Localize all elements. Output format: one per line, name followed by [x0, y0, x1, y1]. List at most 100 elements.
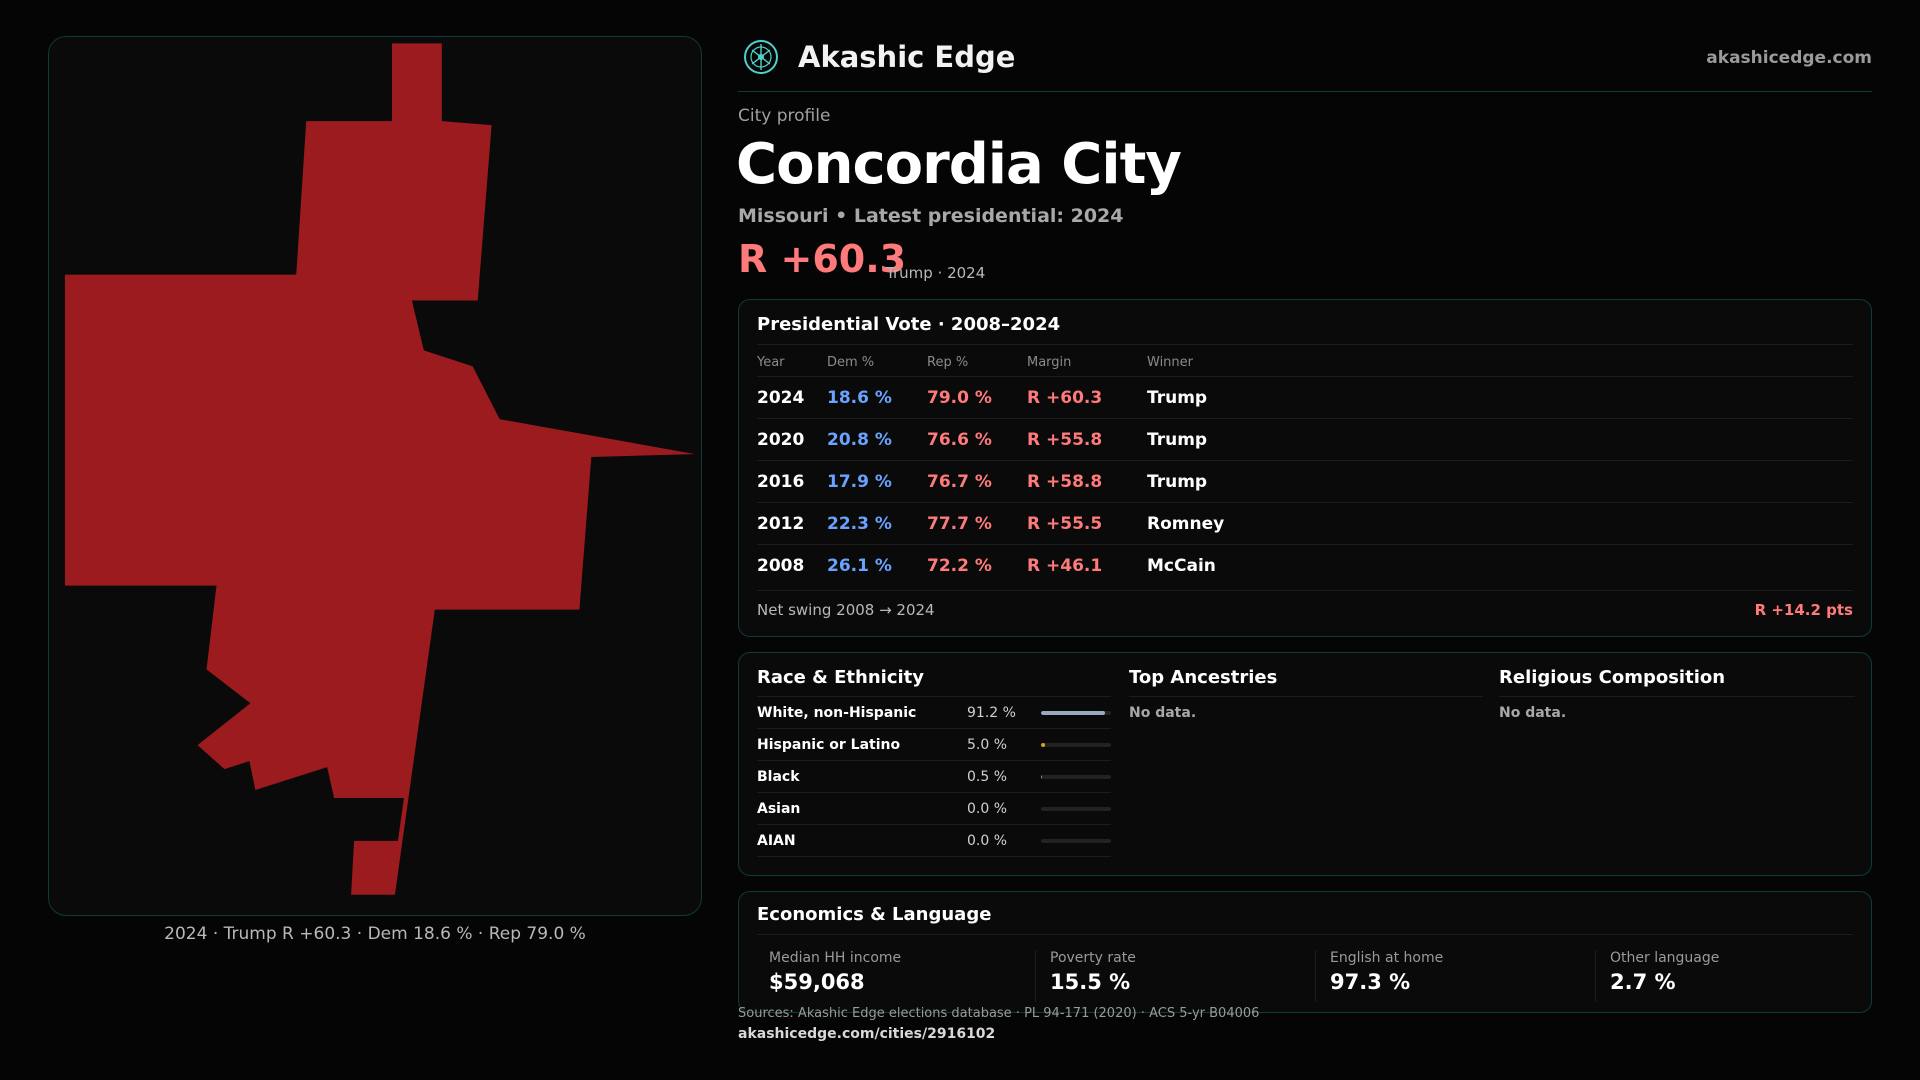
column-header: Winner	[1147, 355, 1194, 370]
winner-cell: McCain	[1147, 556, 1216, 576]
table-row: 2012 22.3 % 77.7 % R +55.5 Romney	[757, 502, 1853, 544]
race-row: Black 0.5 %	[757, 761, 1111, 793]
dem-cell: 18.6 %	[827, 388, 892, 408]
site-header: Akashic Edge akashicedge.com	[738, 36, 1872, 92]
stat-other-language: Other language 2.7 %	[1595, 950, 1855, 1002]
vote-table: Year Dem % Rep % Margin Winner 2024 18.6…	[757, 344, 1853, 586]
margin-cell: R +58.8	[1027, 472, 1103, 492]
rep-cell: 72.2 %	[927, 556, 992, 576]
no-data-text: No data.	[1129, 705, 1197, 721]
race-bar-track	[1041, 839, 1111, 843]
margin-cell: R +55.8	[1027, 430, 1103, 450]
akashic-edge-logo-icon[interactable]	[742, 38, 780, 76]
margin-cell: R +60.3	[1027, 388, 1103, 408]
margin-cell: R +55.5	[1027, 514, 1103, 534]
dem-cell: 22.3 %	[827, 514, 892, 534]
race-row: Asian 0.0 %	[757, 793, 1111, 825]
card-title: Presidential Vote · 2008–2024	[757, 314, 1061, 335]
divider	[757, 934, 1853, 935]
race-value: 0.0 %	[967, 833, 1008, 849]
column-header: Dem %	[827, 355, 875, 370]
stat-english-at-home: English at home 97.3 %	[1315, 950, 1595, 1002]
net-swing-row: Net swing 2008 → 2024 R +14.2 pts	[757, 590, 1853, 626]
race-value: 5.0 %	[967, 737, 1008, 753]
year-cell: 2020	[757, 430, 805, 450]
section-title: Religious Composition	[1499, 667, 1855, 697]
city-boundary-map	[48, 36, 702, 916]
permalink[interactable]: akashicedge.com/cities/2916102	[738, 1026, 996, 1042]
table-header-row: Year Dem % Rep % Margin Winner	[757, 344, 1853, 376]
column-header: Rep %	[927, 355, 969, 370]
stat-value: 97.3 %	[1330, 970, 1411, 994]
religious-composition-section: Religious Composition No data.	[1499, 667, 1855, 721]
race-value: 91.2 %	[967, 705, 1016, 721]
economics-language-card: Economics & Language Median HH income $5…	[738, 891, 1872, 1013]
race-value: 0.0 %	[967, 801, 1008, 817]
stat-label: Poverty rate	[1050, 950, 1136, 966]
map-caption: 2024 · Trump R +60.3 · Dem 18.6 % · Rep …	[164, 924, 586, 944]
stat-median-income: Median HH income $59,068	[755, 950, 1035, 1002]
page-title: Concordia City	[736, 132, 1182, 197]
dem-cell: 26.1 %	[827, 556, 892, 576]
year-cell: 2008	[757, 556, 805, 576]
headline-margin: R +60.3	[738, 237, 907, 281]
card-title: Economics & Language	[757, 904, 992, 925]
race-row: Hispanic or Latino 5.0 %	[757, 729, 1111, 761]
race-name: Black	[757, 769, 800, 785]
rep-cell: 77.7 %	[927, 514, 992, 534]
top-ancestries-section: Top Ancestries No data.	[1129, 667, 1483, 721]
column-header: Year	[757, 355, 785, 370]
stat-label: English at home	[1330, 950, 1444, 966]
section-title: Top Ancestries	[1129, 667, 1483, 697]
race-bar-fill	[1041, 711, 1105, 715]
race-ethnicity-section: Race & Ethnicity White, non-Hispanic 91.…	[757, 667, 1111, 857]
presidential-vote-card: Presidential Vote · 2008–2024 Year Dem %…	[738, 299, 1872, 637]
page-eyebrow: City profile	[738, 106, 831, 126]
year-cell: 2016	[757, 472, 805, 492]
race-row: AIAN 0.0 %	[757, 825, 1111, 857]
sources-note: Sources: Akashic Edge elections database…	[738, 1006, 1260, 1021]
race-name: Asian	[757, 801, 801, 817]
race-bar-fill	[1041, 743, 1045, 747]
headline-margin-note: Trump · 2024	[886, 264, 986, 282]
page-subtitle: Missouri • Latest presidential: 2024	[738, 205, 1124, 227]
table-row: 2016 17.9 % 76.7 % R +58.8 Trump	[757, 460, 1853, 502]
race-row: White, non-Hispanic 91.2 %	[757, 697, 1111, 729]
race-bar-track	[1041, 775, 1111, 779]
race-name: White, non-Hispanic	[757, 705, 917, 721]
year-cell: 2012	[757, 514, 805, 534]
site-url-link[interactable]: akashicedge.com	[1706, 48, 1872, 68]
city-boundary-polygon	[64, 43, 696, 895]
winner-cell: Trump	[1147, 430, 1208, 450]
stat-label: Median HH income	[769, 950, 902, 966]
net-swing-value: R +14.2 pts	[1754, 601, 1853, 619]
table-row: 2024 18.6 % 79.0 % R +60.3 Trump	[757, 376, 1853, 418]
table-row: 2008 26.1 % 72.2 % R +46.1 McCain	[757, 544, 1853, 586]
rep-cell: 76.6 %	[927, 430, 992, 450]
race-bar-track	[1041, 743, 1111, 747]
dem-cell: 17.9 %	[827, 472, 892, 492]
rep-cell: 79.0 %	[927, 388, 992, 408]
net-swing-label: Net swing 2008 → 2024	[757, 601, 935, 619]
stat-poverty-rate: Poverty rate 15.5 %	[1035, 950, 1315, 1002]
year-cell: 2024	[757, 388, 805, 408]
race-bar-track	[1041, 807, 1111, 811]
city-boundary-shape	[64, 43, 696, 895]
race-value: 0.5 %	[967, 769, 1008, 785]
winner-cell: Trump	[1147, 472, 1208, 492]
race-name: Hispanic or Latino	[757, 737, 901, 753]
stat-value: $59,068	[769, 970, 865, 994]
table-row: 2020 20.8 % 76.6 % R +55.8 Trump	[757, 418, 1853, 460]
brand-name[interactable]: Akashic Edge	[798, 40, 1016, 74]
margin-cell: R +46.1	[1027, 556, 1103, 576]
section-title: Race & Ethnicity	[757, 667, 1111, 697]
no-data-text: No data.	[1499, 705, 1567, 721]
winner-cell: Romney	[1147, 514, 1225, 534]
stat-label: Other language	[1610, 950, 1720, 966]
race-bar-track	[1041, 711, 1111, 715]
column-header: Margin	[1027, 355, 1072, 370]
demographics-card: Race & Ethnicity White, non-Hispanic 91.…	[738, 652, 1872, 876]
dem-cell: 20.8 %	[827, 430, 892, 450]
stat-value: 2.7 %	[1610, 970, 1676, 994]
rep-cell: 76.7 %	[927, 472, 992, 492]
